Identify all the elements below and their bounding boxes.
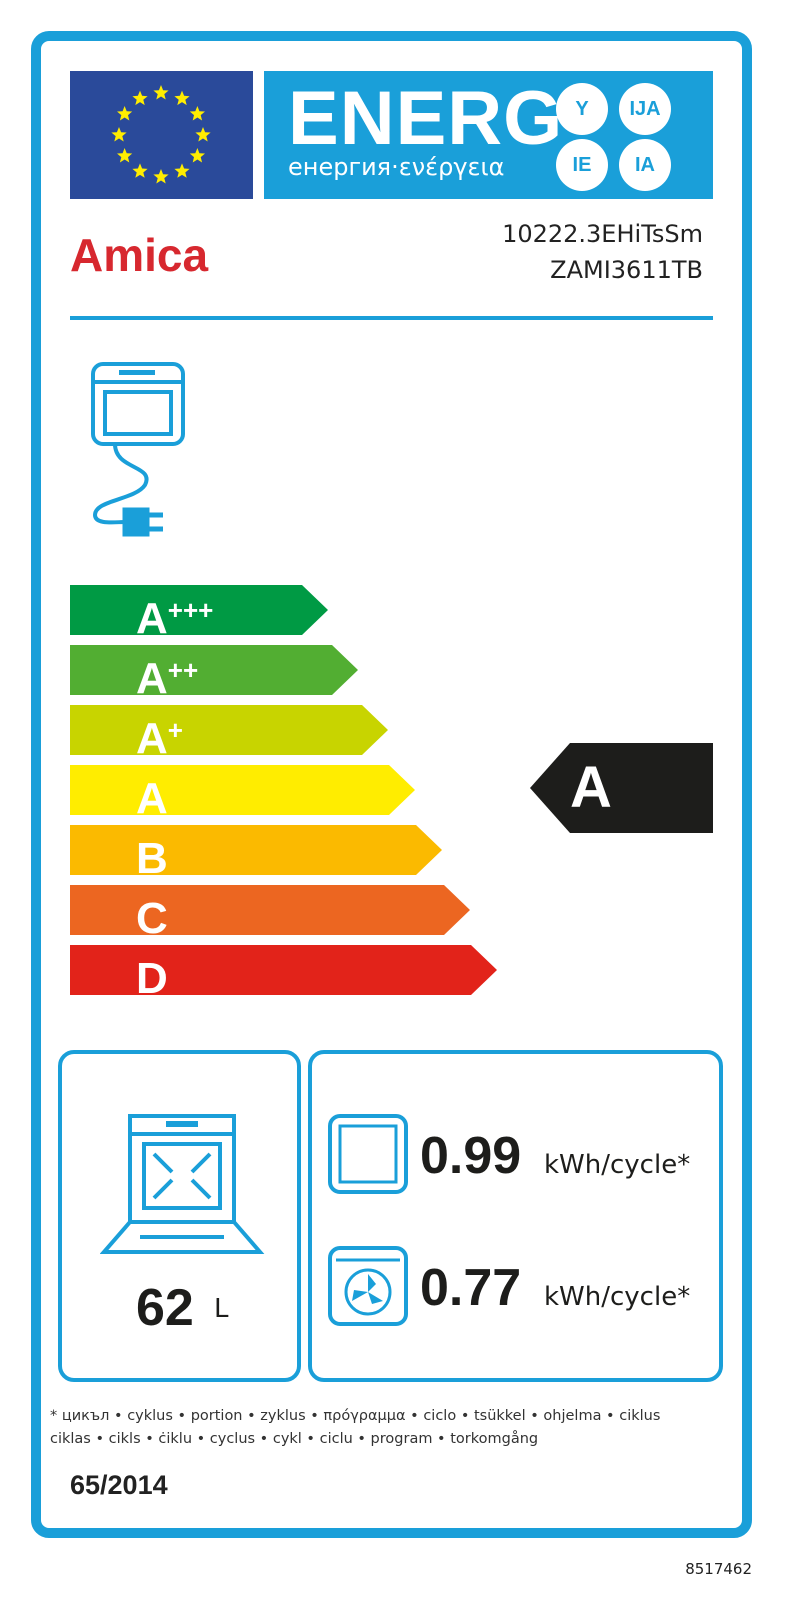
suffix-y: Y [556, 83, 608, 135]
star-icon [153, 85, 169, 100]
star-icon [174, 90, 190, 106]
label-code: 8517462 [685, 1560, 752, 1578]
energy-class-bar: C [70, 885, 470, 935]
electric-oven-icon [91, 362, 185, 537]
energy-word: ENERG [288, 76, 564, 161]
footnote-line-2: ciklas • cikls • ċiklu • cyclus • cykl •… [50, 1431, 539, 1447]
energy-class-bar: A+ [70, 705, 388, 755]
label-frame [31, 31, 752, 1538]
energy-class-bar: B [70, 825, 442, 875]
conventional-heating-icon [328, 1114, 408, 1194]
energy-banner: ENERG енергия·ενέργεια Y IJA IE IA [264, 71, 713, 199]
star-icon [174, 163, 190, 178]
energy-class-indicator: A [530, 743, 713, 833]
brand-logo: Amica [70, 229, 209, 281]
volume-value: 62 [136, 1279, 194, 1337]
energy-class-label: C [136, 894, 168, 943]
regulation-number: 65/2014 [70, 1470, 168, 1500]
energy-class-label: A [136, 654, 168, 703]
star-icon [117, 106, 133, 121]
footnote-line-1: * цикъл • cyklus • portion • zyklus • πρ… [50, 1408, 661, 1424]
energy-class-plus: + [167, 715, 183, 745]
suffix-ija: IJA [619, 83, 671, 135]
fan-unit: kWh/cycle* [544, 1282, 691, 1312]
energy-class-bar: A+++ [70, 585, 328, 635]
suffix-ie: IE [556, 139, 608, 191]
energy-class-label: D [136, 954, 168, 1003]
energy-class-bar: A [70, 765, 415, 815]
energy-class-label: A [136, 714, 168, 763]
star-icon [189, 106, 205, 121]
star-icon [111, 127, 127, 142]
energy-class-bar: A++ [70, 645, 358, 695]
energy-class-plus: ++ [167, 655, 199, 685]
energy-translations: енергия·ενέργεια [288, 153, 505, 181]
divider [70, 316, 713, 320]
fan-consumption: 0.77 [420, 1259, 522, 1317]
consumption-box: 0.99 kWh/cycle* 0.77 kWh/cycle* [308, 1050, 723, 1382]
model-id-2: ZAMI3611TB [550, 256, 703, 284]
volume-unit: L [214, 1294, 229, 1324]
model-id-1: 10222.3EHiTsSm [502, 220, 703, 248]
star-icon [153, 169, 169, 184]
star-icon [117, 148, 133, 163]
energy-class-label: A [136, 594, 168, 643]
suffix-ia: IA [619, 139, 671, 191]
energy-class-bar: D [70, 945, 497, 995]
star-icon [189, 148, 205, 163]
star-icon [195, 127, 211, 142]
eu-flag [70, 71, 253, 199]
conventional-consumption: 0.99 [420, 1127, 522, 1185]
fan-heating-icon [328, 1246, 408, 1326]
star-icon [132, 90, 148, 106]
energy-class-label: B [136, 834, 168, 883]
eu-stars-icon [111, 85, 211, 184]
star-icon [132, 163, 148, 178]
energy-class-label: A [136, 774, 168, 823]
oven-volume-icon [100, 1114, 265, 1254]
conventional-unit: kWh/cycle* [544, 1150, 691, 1180]
volume-box: 62 L [58, 1050, 301, 1382]
energy-class-plus: +++ [167, 595, 214, 625]
